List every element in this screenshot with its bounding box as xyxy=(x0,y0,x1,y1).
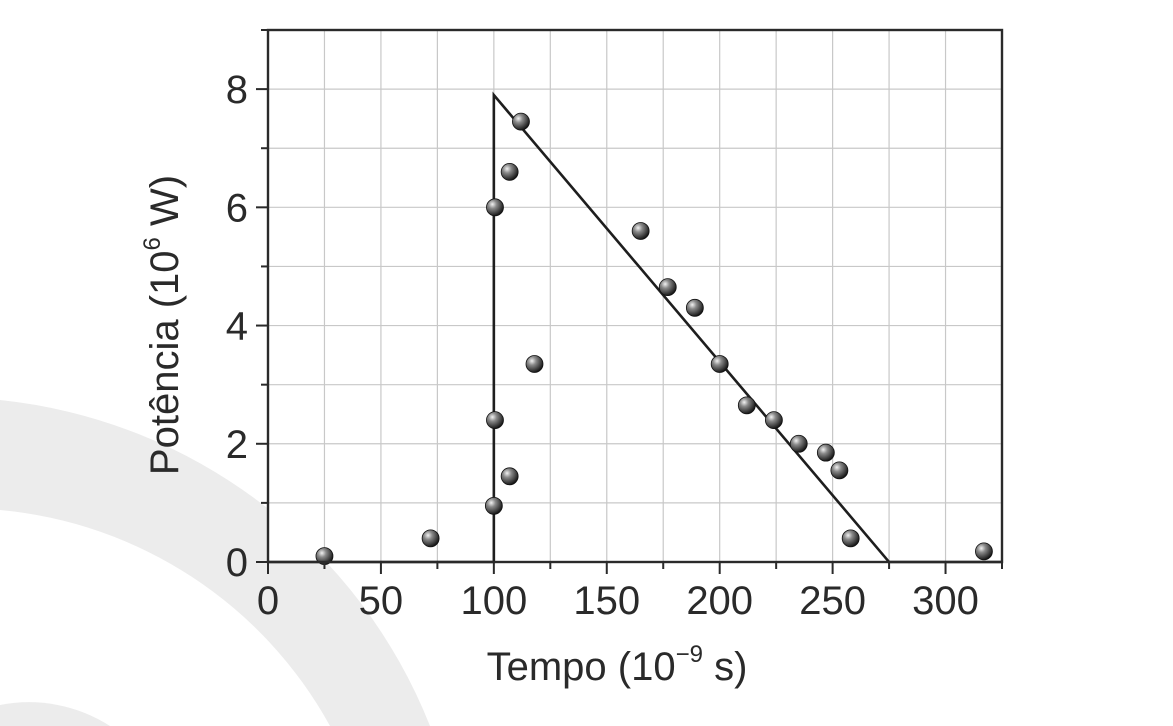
x-axis-title-main: Tempo (10 xyxy=(487,645,676,689)
x-tick-label: 150 xyxy=(573,579,640,623)
y-tick-labels: 0 2 4 6 8 xyxy=(226,68,248,585)
data-points xyxy=(315,112,993,565)
data-point xyxy=(816,443,835,462)
x-tick-label: 0 xyxy=(257,579,279,623)
data-point xyxy=(685,298,704,317)
data-point xyxy=(484,496,503,515)
y-axis-title-main: Potência (10 xyxy=(143,250,187,475)
data-point xyxy=(737,396,756,415)
plot-frame xyxy=(266,28,1004,564)
x-tick-label: 300 xyxy=(912,579,979,623)
x-tick-label: 200 xyxy=(686,579,753,623)
background-watermark xyxy=(0,400,430,726)
data-point xyxy=(486,411,504,430)
data-point xyxy=(486,198,504,217)
x-axis-title-exponent: −9 xyxy=(676,641,703,668)
data-point xyxy=(512,112,530,131)
data-point xyxy=(710,355,729,373)
y-tick-label: 6 xyxy=(226,186,248,230)
data-point xyxy=(500,162,519,181)
x-axis-title: Tempo (10−9 s) xyxy=(487,641,748,689)
data-point xyxy=(764,411,783,430)
data-point xyxy=(975,542,993,561)
data-point xyxy=(830,461,849,480)
data-point xyxy=(421,529,440,548)
y-tick-label: 0 xyxy=(226,541,248,585)
data-point xyxy=(525,355,544,373)
data-point xyxy=(500,467,519,486)
x-tick-label: 250 xyxy=(799,579,866,623)
data-point xyxy=(631,222,650,240)
watermark-arc-inner xyxy=(0,702,110,726)
y-tick-label: 4 xyxy=(226,305,248,349)
data-point xyxy=(789,434,808,453)
data-point xyxy=(841,529,860,548)
x-tick-label: 100 xyxy=(460,579,527,623)
axis-ticks xyxy=(256,29,1003,574)
data-point xyxy=(658,278,677,297)
y-tick-label: 2 xyxy=(226,423,248,467)
x-tick-label: 50 xyxy=(359,579,404,623)
x-axis-title-unit: s) xyxy=(703,645,747,689)
watermark-arc-outer xyxy=(0,400,430,726)
y-axis-title-exponent: 6 xyxy=(139,237,166,250)
plot-area xyxy=(268,30,1002,562)
x-tick-labels: 0 50 100 150 200 250 300 xyxy=(257,579,979,623)
y-axis-title-unit: W) xyxy=(143,175,187,237)
y-tick-label: 8 xyxy=(226,68,248,112)
y-axis-title: Potência (106 W) xyxy=(139,175,187,475)
grid-lines xyxy=(268,30,1002,562)
